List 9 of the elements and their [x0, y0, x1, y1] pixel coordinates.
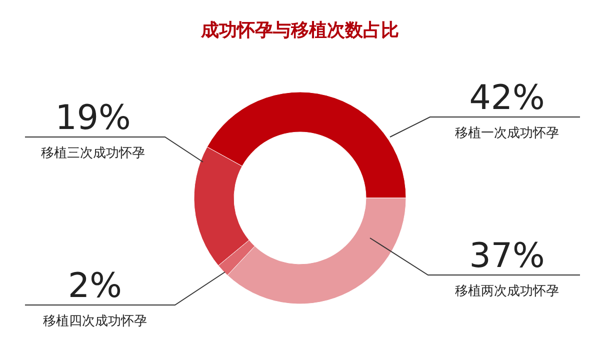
slice-label: 移植三次成功怀孕 — [41, 146, 145, 161]
chart-title: 成功怀孕与移植次数占比 — [200, 20, 399, 41]
data-label: 2% — [68, 266, 122, 306]
data-label: 19% — [55, 98, 131, 138]
data-label: 37% — [469, 236, 545, 276]
slice-label: 移植四次成功怀孕 — [43, 314, 147, 329]
data-label: 42% — [469, 78, 545, 118]
slice-label: 移植两次成功怀孕 — [455, 284, 559, 299]
slice-label: 移植一次成功怀孕 — [455, 126, 559, 141]
